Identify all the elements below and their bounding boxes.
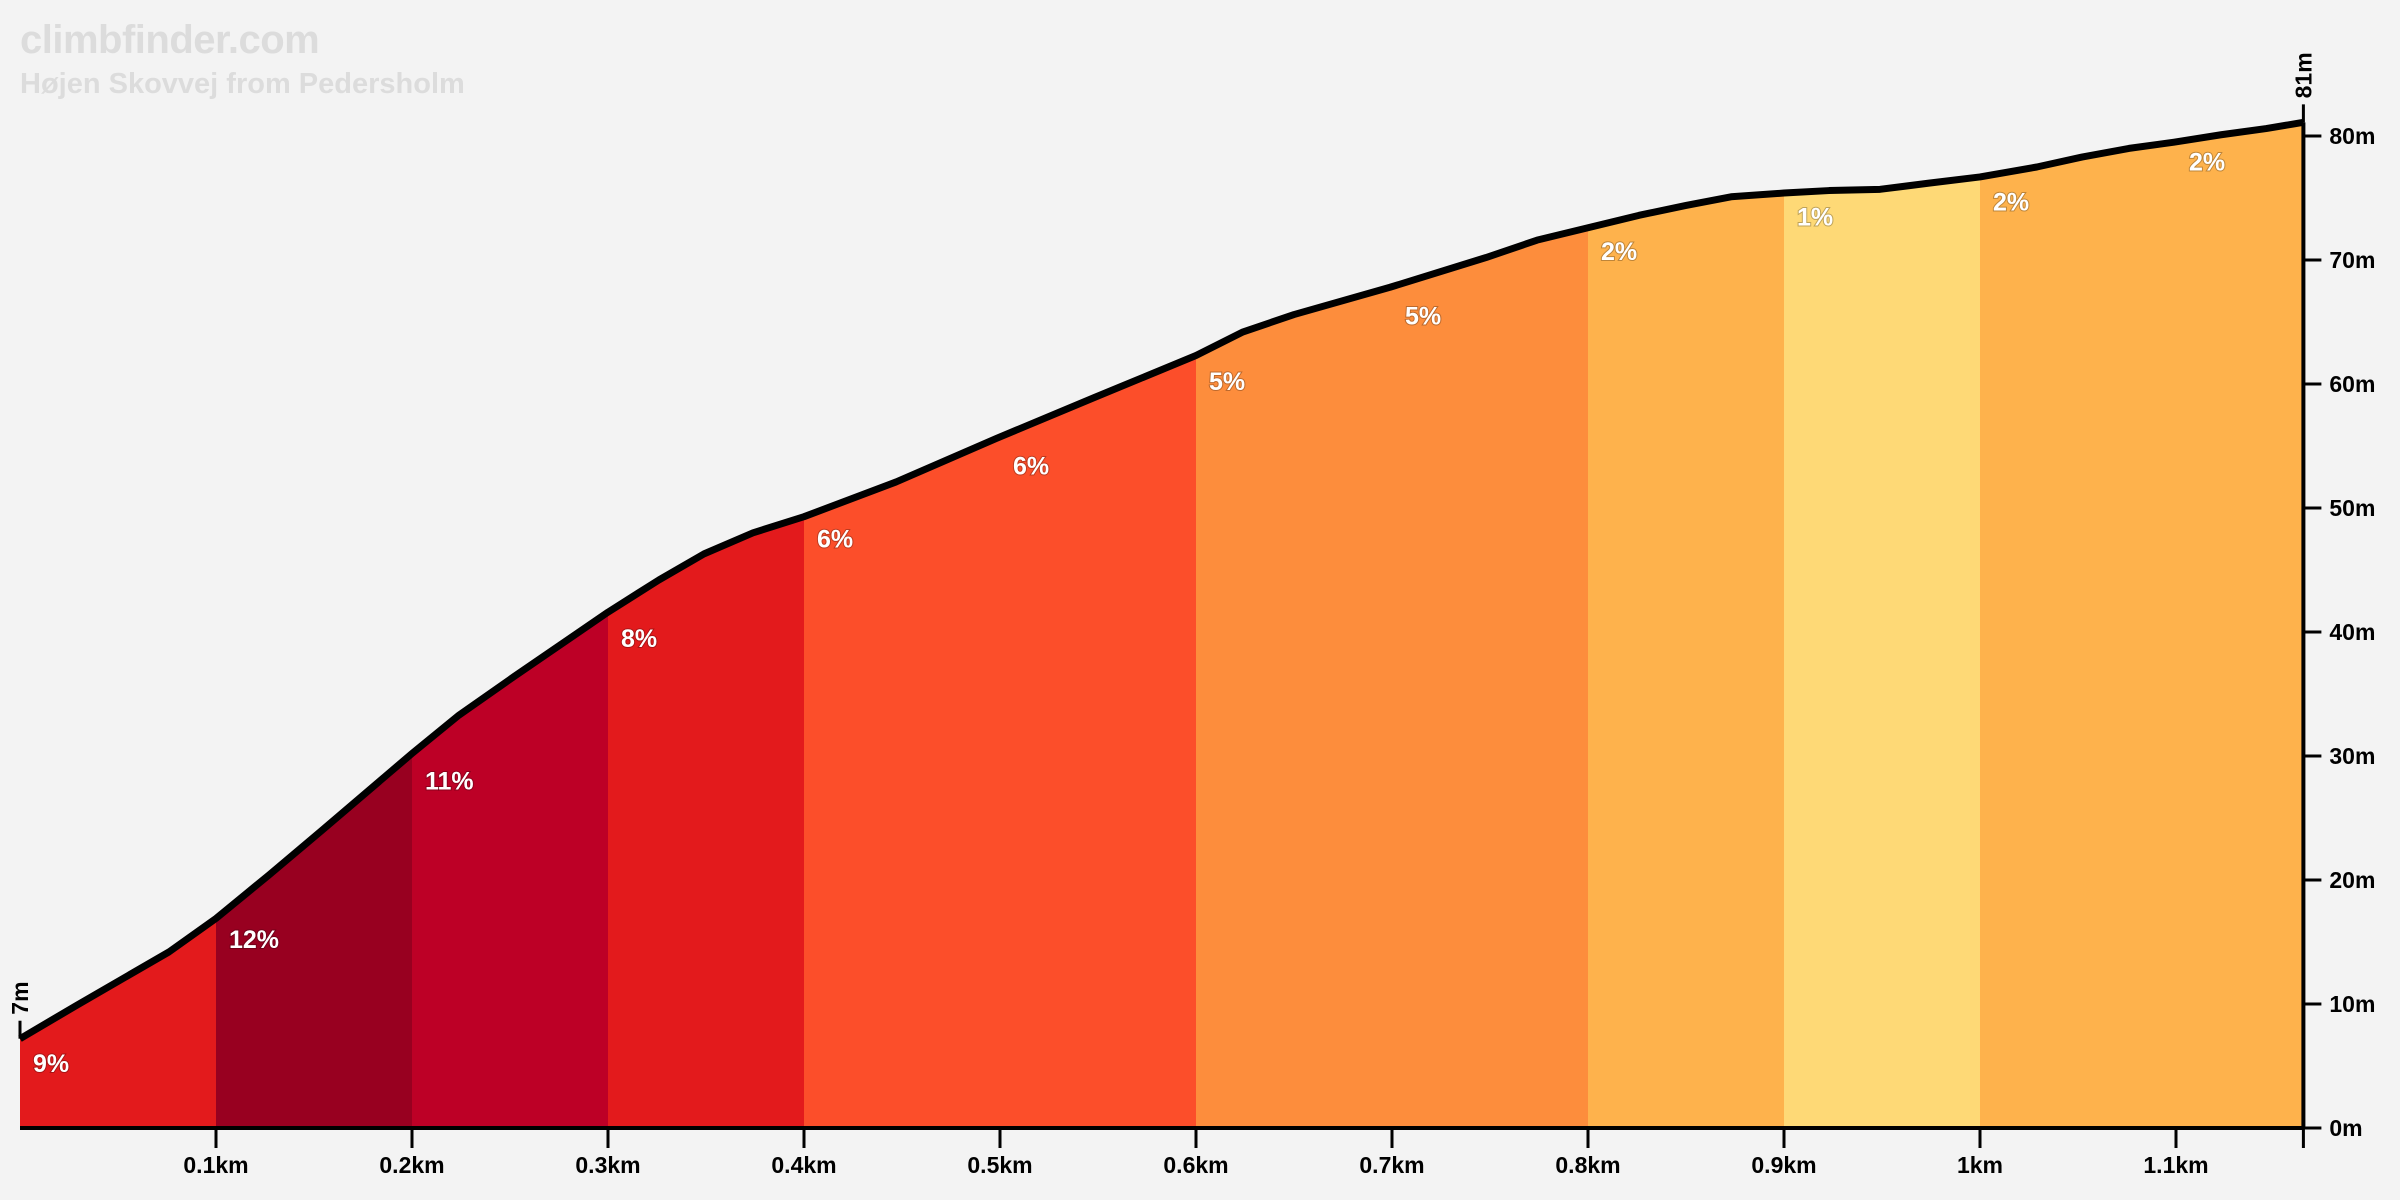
gradient-segment-3: [608, 516, 804, 1128]
x-tick-label: 1.1km: [2143, 1152, 2208, 1178]
grade-label: 9%: [33, 1050, 69, 1078]
x-tick-label: 0.2km: [379, 1152, 444, 1178]
climb-title: Højen Skovvej from Pedersholm: [20, 68, 465, 100]
y-tick-label: 20m: [2329, 867, 2375, 893]
y-tick-label: 70m: [2329, 247, 2375, 273]
elevation-line: [18, 118, 2304, 1042]
x-tick-label: 0.8km: [1555, 1152, 1620, 1178]
grade-label: 5%: [1209, 368, 1245, 396]
grade-label: 2%: [1601, 238, 1637, 266]
gradient-segment-4: [804, 355, 1196, 1129]
x-tick-label: 0.3km: [575, 1152, 640, 1178]
grade-label: 12%: [229, 926, 279, 954]
gradient-segment-6: [1588, 193, 1784, 1129]
grade-label: 2%: [2189, 149, 2225, 177]
y-tick-label: 80m: [2329, 123, 2375, 149]
grade-label: 6%: [817, 526, 853, 554]
site-logo-text: climbfinder.com: [20, 18, 320, 62]
y-tick-label: 60m: [2329, 371, 2375, 397]
y-tick-label: 30m: [2329, 743, 2375, 769]
x-tick-label: 1km: [1957, 1152, 2003, 1178]
y-tick-label: 50m: [2329, 495, 2375, 521]
grade-label: 2%: [1993, 188, 2029, 216]
y-tick-label: 40m: [2329, 619, 2375, 645]
grade-label: 1%: [1797, 203, 1833, 231]
grade-label: 6%: [1013, 453, 1049, 481]
x-tick-label: 0.9km: [1751, 1152, 1816, 1178]
end-elevation-label: 81m: [2290, 52, 2316, 98]
x-tick-label: 0.5km: [967, 1152, 1032, 1178]
y-tick-label: 10m: [2329, 991, 2375, 1017]
x-tick-label: 0.7km: [1359, 1152, 1424, 1178]
x-tick-label: 0.4km: [771, 1152, 836, 1178]
grade-label: 8%: [621, 625, 657, 653]
gradient-segment-5: [1196, 227, 1588, 1128]
start-elevation-label: 7m: [7, 981, 33, 1014]
gradient-segment-2: [412, 612, 608, 1128]
grade-label: 11%: [425, 767, 474, 795]
gradient-segment-1: [216, 753, 412, 1128]
gradient-segment-7: [1784, 176, 1980, 1129]
gradient-segment-0: [20, 918, 216, 1128]
y-tick-label: 0m: [2329, 1115, 2362, 1141]
gradient-segment-8: [1980, 122, 2304, 1129]
x-tick-label: 0.1km: [183, 1152, 248, 1178]
grade-label: 5%: [1405, 302, 1441, 330]
x-tick-label: 0.6km: [1163, 1152, 1228, 1178]
